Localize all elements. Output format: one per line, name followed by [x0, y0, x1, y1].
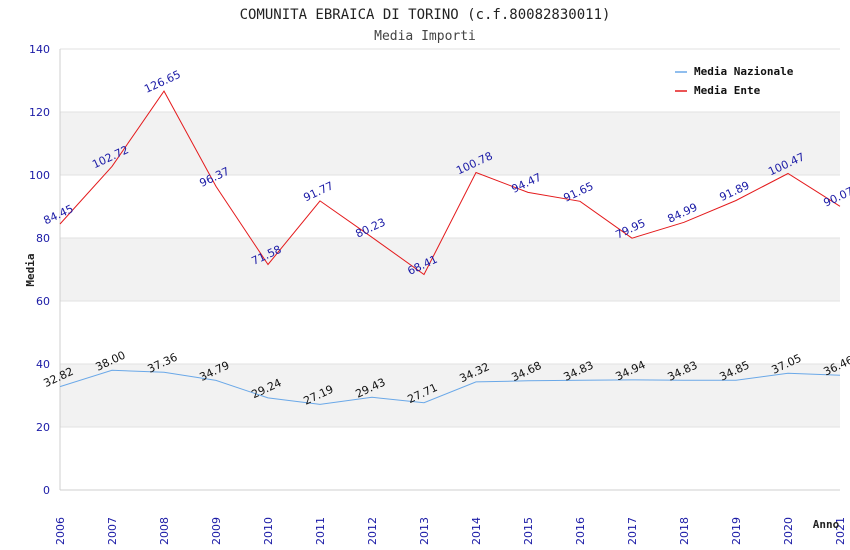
chart-subtitle: Media Importi	[374, 29, 476, 44]
y-tick-label: 60	[36, 295, 50, 308]
data-label: 84.45	[41, 202, 75, 227]
data-label: 126.65	[142, 68, 182, 96]
background-bands	[60, 112, 840, 427]
chart-title: COMUNITA EBRAICA DI TORINO (c.f.80082830…	[240, 7, 611, 23]
y-tick-label: 140	[29, 43, 50, 56]
x-tick-label: 2009	[210, 517, 223, 545]
x-tick-label: 2021	[834, 517, 847, 545]
x-tick-labels: 2006 2007 2008 2009 2010 2011 2012 2013 2014 2015…	[54, 517, 847, 545]
x-tick-label: 2013	[418, 517, 431, 545]
grid-band	[60, 112, 840, 175]
y-tick-label: 0	[43, 484, 50, 497]
y-tick-label: 20	[36, 421, 50, 434]
x-tick-label: 2018	[678, 517, 691, 545]
x-tick-label: 2008	[158, 517, 171, 545]
x-tick-label: 2015	[522, 517, 535, 545]
axes	[59, 49, 840, 491]
x-tick-label: 2020	[782, 517, 795, 545]
y-tick-label: 100	[29, 169, 50, 182]
data-label: 84.99	[665, 201, 699, 226]
x-tick-label: 2010	[262, 517, 275, 545]
y-axis-title: Media	[24, 253, 37, 286]
y-tick-label: 40	[36, 358, 50, 371]
grid-band	[60, 364, 840, 427]
x-tick-label: 2017	[626, 517, 639, 545]
data-label: 91.89	[717, 179, 751, 204]
series-line-1	[59, 369, 841, 405]
legend-entry: Media Nazionale	[694, 65, 794, 78]
x-tick-label: 2016	[574, 517, 587, 545]
series-lines	[59, 90, 841, 405]
legend: Media Nazionale Media Ente	[675, 65, 794, 97]
x-tick-label: 2019	[730, 517, 743, 545]
x-tick-label: 2006	[54, 517, 67, 545]
x-axis-title: Anno	[813, 518, 840, 531]
series-line-2	[59, 90, 841, 276]
data-label: 90.07	[821, 185, 850, 210]
x-tick-label: 2011	[314, 517, 327, 545]
data-label: 91.77	[301, 179, 335, 204]
x-tick-label: 2014	[470, 517, 483, 545]
y-tick-labels: 0 20 40 60 80 100 120 140	[29, 43, 50, 497]
y-tick-label: 80	[36, 232, 50, 245]
x-tick-label: 2012	[366, 517, 379, 545]
grid-band	[60, 238, 840, 301]
legend-entry: Media Ente	[694, 84, 761, 97]
x-tick-label: 2007	[106, 517, 119, 545]
y-tick-label: 120	[29, 106, 50, 119]
data-label: 80.23	[353, 216, 387, 241]
